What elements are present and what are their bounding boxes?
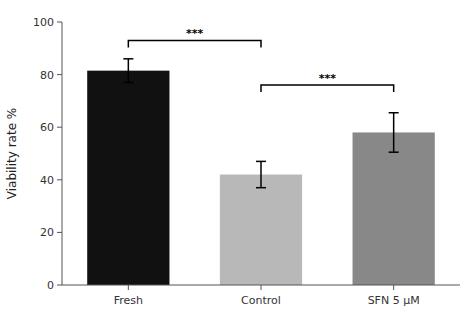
y-tick-label: 20 bbox=[40, 226, 54, 239]
error-bar bbox=[256, 161, 266, 187]
y-tick bbox=[57, 179, 62, 180]
bar bbox=[353, 132, 435, 285]
y-tick-label: 40 bbox=[40, 174, 54, 187]
x-tick bbox=[261, 285, 262, 290]
error-cap bbox=[389, 151, 399, 153]
y-axis-line bbox=[62, 22, 63, 285]
y-tick-label: 100 bbox=[33, 16, 54, 29]
error-line bbox=[260, 161, 262, 187]
y-tick bbox=[57, 22, 62, 23]
chart-svg: 0 20 40 60 80 100 Viability rate % Fresh Control… bbox=[0, 0, 474, 319]
error-cap bbox=[123, 58, 133, 60]
error-cap bbox=[256, 187, 266, 189]
x-tick-label: Control bbox=[241, 294, 281, 307]
error-bar bbox=[123, 59, 133, 83]
y-tick-label: 80 bbox=[40, 69, 54, 82]
x-tick bbox=[128, 285, 129, 290]
y-axis-label: Viability rate % bbox=[5, 108, 19, 199]
y-tick bbox=[57, 127, 62, 128]
error-cap bbox=[123, 82, 133, 84]
significance-bracket bbox=[261, 85, 394, 92]
error-line bbox=[393, 113, 395, 152]
error-line bbox=[128, 59, 130, 83]
chart-container: 0 20 40 60 80 100 Viability rate % Fresh Control… bbox=[0, 0, 474, 319]
error-cap bbox=[389, 112, 399, 114]
y-tick-label: 0 bbox=[47, 279, 54, 292]
bar bbox=[220, 175, 302, 285]
y-tick bbox=[57, 74, 62, 75]
x-tick-label: SFN 5 μM bbox=[368, 294, 420, 307]
error-bar bbox=[389, 113, 399, 152]
significance-label: *** bbox=[186, 27, 204, 40]
x-tick-label: Fresh bbox=[114, 294, 143, 307]
error-cap bbox=[256, 161, 266, 163]
y-tick bbox=[57, 285, 62, 286]
x-tick bbox=[393, 285, 394, 290]
bar bbox=[87, 71, 169, 285]
significance-label: *** bbox=[319, 72, 337, 85]
y-tick-label: 60 bbox=[40, 121, 54, 134]
significance-bracket bbox=[128, 40, 261, 47]
bars bbox=[87, 59, 435, 285]
y-tick bbox=[57, 232, 62, 233]
